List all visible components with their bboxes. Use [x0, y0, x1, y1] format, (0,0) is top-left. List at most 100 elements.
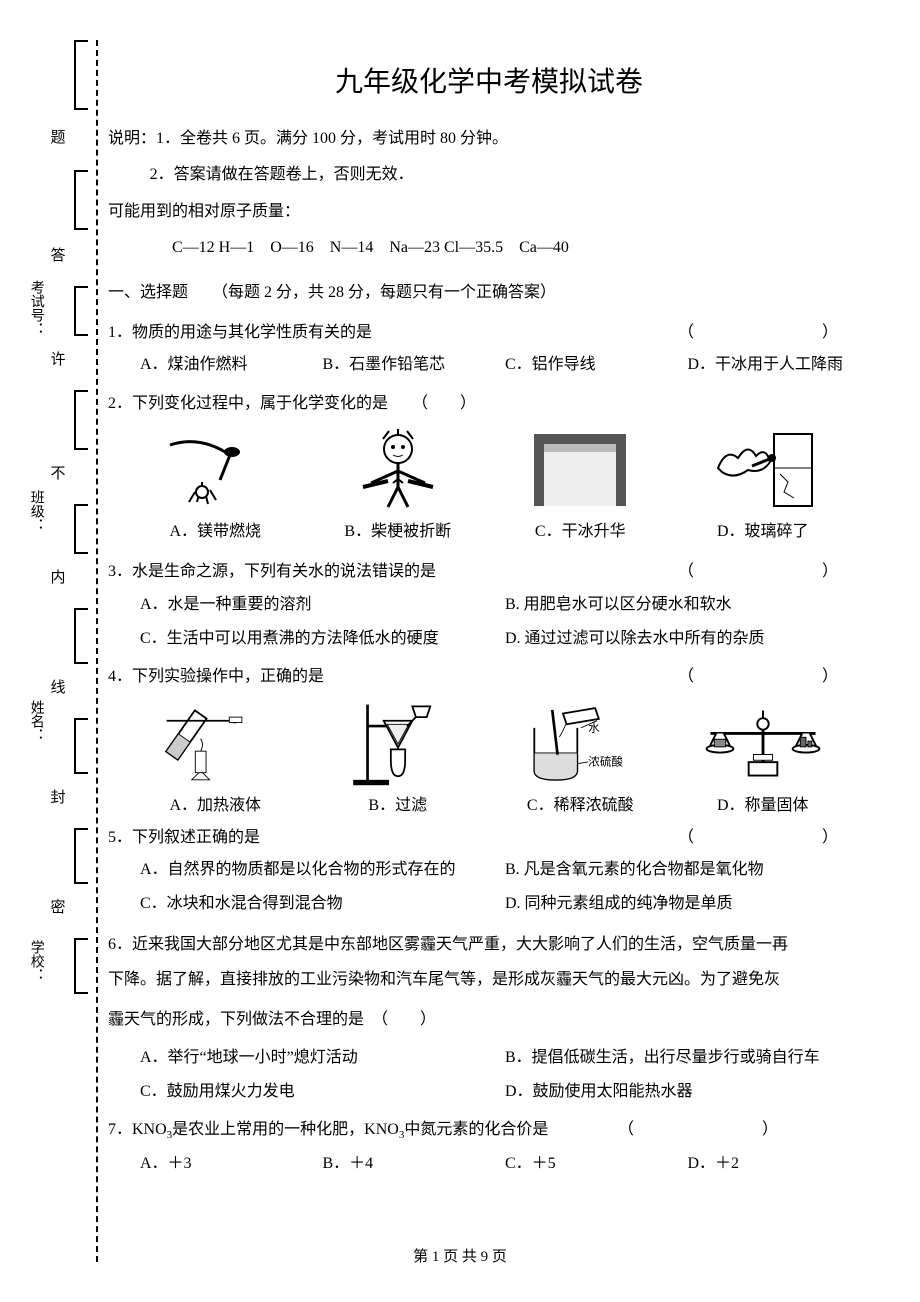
bracket-tick: [74, 286, 88, 288]
binding-char: 答: [48, 248, 68, 265]
question-6: 6．近来我国大部分地区尤其是中东部地区雾霾天气严重，大大影响了人们的生活，空气质…: [108, 928, 870, 962]
q2-fig-d: D．玻璃碎了: [672, 427, 855, 541]
bracket-tick: [74, 448, 88, 450]
q3-opt-c: C．生活中可以用煮沸的方法降低水的硬度: [140, 624, 505, 654]
bracket-tick: [74, 882, 88, 884]
bracket-tick: [74, 938, 88, 940]
binding-char: 许: [48, 352, 68, 369]
bracket-tick: [74, 390, 88, 392]
q4-fig-b: B．过滤: [307, 701, 490, 815]
atomic-masses: C—12 H—1 O—16 N—14 Na—23 Cl—35.5 Ca—40: [108, 233, 870, 263]
binding-char: 线: [48, 680, 68, 697]
q4-figures: A．加热液体 B．过滤: [108, 701, 870, 815]
q5-opt-a: A．自然界的物质都是以化合物的形式存在的: [140, 855, 505, 885]
q3-opt-d: D. 通过过滤可以除去水中所有的杂质: [505, 624, 870, 654]
q2-cap-a: A．镁带燃烧: [124, 517, 307, 541]
page-footer: 第 1 页 共 9 页: [0, 1245, 920, 1266]
q5-opt-d: D. 同种元素组成的纯净物是单质: [505, 889, 870, 919]
binding-char: 题: [48, 130, 68, 147]
glass-break-icon: [708, 428, 818, 512]
q6-stem-l2: 下降。据了解，直接排放的工业污染物和汽车尾气等，是形成灰霾天气的最大元凶。为了避…: [108, 963, 870, 997]
q4-fig-a: A．加热液体: [124, 701, 307, 815]
q5-opt-c: C．冰块和水混合得到混合物: [140, 889, 505, 919]
bracket-seg: [74, 718, 76, 774]
answer-blank: （ ）: [678, 318, 870, 348]
q3-options-r2: C．生活中可以用煮沸的方法降低水的硬度 D. 通过过滤可以除去水中所有的杂质: [108, 624, 870, 654]
q7-opt-d: D．＋2: [688, 1149, 871, 1179]
q4-fig-c: 水 浓硫酸 C．稀释浓硫酸: [489, 701, 672, 815]
q5-opt-b: B. 凡是含氧元素的化合物都是氧化物: [505, 855, 870, 885]
q3-stem: 3．水是生命之源，下列有关水的说法错误的是: [108, 563, 436, 580]
q7-stem-b: 是农业上常用的一种化肥，KNO: [172, 1121, 399, 1138]
q4-cap-a: A．加热液体: [124, 791, 307, 815]
label-acid: 浓硫酸: [588, 754, 623, 768]
binding-char: 不: [48, 466, 68, 483]
q4-stem: 4．下列实验操作中，正确的是: [108, 668, 324, 685]
bracket-seg: [74, 170, 76, 230]
bracket-tick: [74, 608, 88, 610]
q4-fig-d: D．称量固体: [672, 701, 855, 815]
answer-blank: （ ）: [678, 557, 870, 587]
q7-stem-c: 中氮元素的化合价是: [404, 1121, 548, 1138]
heat-liquid-icon: [155, 701, 275, 787]
answer-blank: （ ）: [618, 1115, 810, 1145]
q7-options: A．＋3 B．＋4 C．＋5 D．＋2: [108, 1149, 870, 1179]
binding-column: 题 答 考试号： 许 不 班级： 内 线 姓名： 封 密 学校：: [18, 40, 108, 1262]
bracket-tick: [74, 40, 88, 42]
bracket-tick: [74, 504, 88, 506]
magnesium-burn-icon: [160, 430, 270, 510]
bracket-tick: [74, 170, 88, 172]
bracket-tick: [74, 552, 88, 554]
q1-options: A．煤油作燃料 B．石墨作铅笔芯 C．铝作导线 D．干冰用于人工降雨: [108, 350, 870, 380]
instruction-line: 2．答案请做在答题卷上，否则无效．: [108, 160, 870, 190]
section-heading: 一、选择题 （每题 2 分，共 28 分，每题只有一个正确答案）: [108, 278, 870, 308]
question-1: 1．物质的用途与其化学性质有关的是 （ ）: [108, 318, 870, 348]
bracket-tick: [74, 228, 88, 230]
q5-options-r2: C．冰块和水混合得到混合物 D. 同种元素组成的纯净物是单质: [108, 889, 870, 919]
q4-cap-d: D．称量固体: [672, 791, 855, 815]
bracket-seg: [74, 390, 76, 450]
instruction-line: 说明：1．全卷共 6 页。满分 100 分，考试用时 80 分钟。: [108, 124, 870, 154]
bracket-seg: [74, 828, 76, 884]
q6-stem-l3: 霾天气的形成，下列做法不合理的是 （ ）: [108, 1003, 870, 1037]
q3-opt-a: A．水是一种重要的溶剂: [140, 590, 505, 620]
bracket-tick: [74, 334, 88, 336]
q4-cap-b: B．过滤: [307, 791, 490, 815]
q6-options-r1: A．举行“地球一小时”熄灯活动 B．提倡低碳生活，出行尽量步行或骑自行车: [108, 1043, 870, 1073]
q2-cap-d: D．玻璃碎了: [672, 517, 855, 541]
bracket-tick: [74, 108, 88, 110]
q2-cap-c: C．干冰升华: [489, 517, 672, 541]
question-5: 5．下列叙述正确的是 （ ）: [108, 823, 870, 853]
question-7: 7．KNO3是农业上常用的一种化肥，KNO3中氮元素的化合价是 （ ）: [108, 1115, 870, 1146]
q5-stem: 5．下列叙述正确的是: [108, 829, 260, 846]
bracket-tick: [74, 828, 88, 830]
q1-opt-c: C．铝作导线: [505, 350, 688, 380]
q2-fig-b: B．柴梗被折断: [307, 427, 490, 541]
q7-opt-c: C．＋5: [505, 1149, 688, 1179]
q1-opt-d: D．干冰用于人工降雨: [688, 350, 871, 380]
question-2: 2．下列变化过程中，属于化学变化的是 （ ）: [108, 389, 870, 419]
stick-break-icon: [343, 427, 453, 513]
balance-icon: [688, 701, 838, 787]
q6-opt-d: D．鼓励使用太阳能热水器: [505, 1077, 870, 1107]
answer-blank: （ ）: [678, 823, 870, 853]
dilute-acid-icon: 水 浓硫酸: [505, 701, 655, 787]
q2-cap-b: B．柴梗被折断: [307, 517, 490, 541]
q1-opt-b: B．石墨作铅笔芯: [323, 350, 506, 380]
question-4: 4．下列实验操作中，正确的是 （ ）: [108, 662, 870, 692]
binding-dash-line: [96, 40, 98, 1262]
q7-opt-b: B．＋4: [323, 1149, 506, 1179]
bracket-seg: [74, 504, 76, 554]
fill-label-class: 班级：: [18, 490, 54, 536]
binding-char: 密: [48, 900, 68, 917]
q1-opt-a: A．煤油作燃料: [140, 350, 323, 380]
page-title: 九年级化学中考模拟试卷: [108, 60, 870, 100]
q2-figures: A．镁带燃烧 B．柴梗被折断: [108, 427, 870, 541]
q6-opt-a: A．举行“地球一小时”熄灯活动: [140, 1043, 505, 1073]
binding-char: 内: [48, 570, 68, 587]
bracket-seg: [74, 286, 76, 336]
q5-options-r1: A．自然界的物质都是以化合物的形式存在的 B. 凡是含氧元素的化合物都是氧化物: [108, 855, 870, 885]
q7-opt-a: A．＋3: [140, 1149, 323, 1179]
fill-label-exam-no: 考试号：: [18, 280, 54, 340]
q4-cap-c: C．稀释浓硫酸: [489, 791, 672, 815]
